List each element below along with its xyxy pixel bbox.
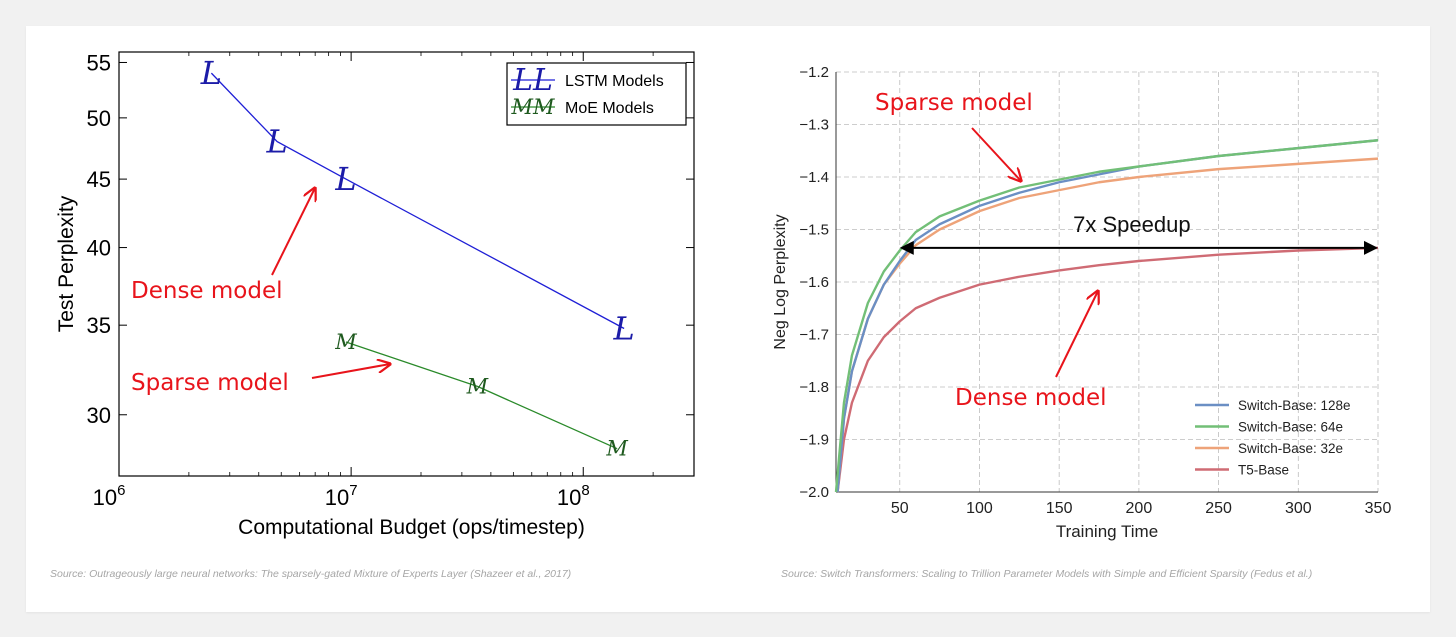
right-legend-label: Switch-Base: 128e: [1238, 398, 1351, 413]
left-data-marker: M: [466, 374, 489, 398]
left-dense-label: Dense model: [131, 278, 283, 304]
left-data-marker: M: [605, 437, 628, 461]
left-x-tick-label: 108: [557, 482, 590, 510]
right-y-tick-label: −1.8: [799, 379, 829, 396]
annotations: Dense model Sparse model Sparse model De…: [131, 90, 1107, 411]
left-legend-label: LSTM Models: [565, 73, 664, 90]
right-sparse-label: Sparse model: [875, 90, 1033, 116]
right-x-tick-label: 300: [1285, 500, 1312, 517]
left-dense-arrow: [271, 188, 315, 276]
right-y-tick-label: −1.5: [799, 222, 829, 239]
left-legend-label: MoE Models: [565, 100, 654, 117]
left-y-tick-label: 35: [87, 313, 111, 338]
left-data-marker: M: [334, 330, 357, 354]
right-x-tick-label: 50: [891, 500, 909, 517]
left-y-tick-label: 30: [87, 403, 111, 428]
right-y-tick-label: −1.9: [799, 432, 829, 449]
speedup-arrow-right-head: [1364, 240, 1378, 255]
right-legend-label: Switch-Base: 32e: [1238, 441, 1343, 456]
left-x-axis-label: Computational Budget (ops/timestep): [238, 516, 585, 539]
left-source-caption: Source: Outrageously large neural networ…: [50, 568, 572, 580]
speedup-label: 7x Speedup: [1073, 212, 1190, 237]
left-series-line: [345, 341, 618, 450]
left-legend-marker: MM: [510, 95, 555, 119]
right-y-tick-label: −1.7: [799, 327, 829, 344]
left-x-tick-label: 106: [93, 482, 126, 510]
left-y-tick-label: 50: [87, 106, 111, 131]
left-y-tick-label: 55: [87, 50, 111, 75]
left-y-axis-label: Test Perplexity: [55, 195, 78, 332]
left-data-marker: L: [200, 54, 222, 92]
speedup-arrow-left-head: [899, 240, 914, 255]
left-chart: 30 35 40 45 50 55 106 107 108 Computational Budge…: [55, 50, 695, 539]
left-plot-frame: [118, 51, 695, 477]
right-y-tick-label: −1.2: [799, 64, 829, 81]
right-series-line: [836, 246, 1379, 493]
right-x-axis-label: Training Time: [1056, 522, 1158, 541]
left-y-tick-label: 40: [87, 236, 111, 261]
right-chart: −2.0 −1.9 −1.8 −1.7 −1.6 −1.5 −1.4 −1.3 −1.2 50 10…: [772, 64, 1391, 541]
right-x-tick-label: 150: [1046, 500, 1073, 517]
left-sparse-arrow: [311, 364, 390, 379]
left-data-marker: L: [612, 310, 634, 348]
right-y-tick-label: −2.0: [799, 484, 829, 501]
right-y-tick-label: −1.6: [799, 274, 829, 291]
right-dense-arrow: [1055, 291, 1098, 378]
right-sparse-arrow: [971, 127, 1021, 181]
right-legend-label: Switch-Base: 64e: [1238, 420, 1343, 435]
right-y-axis-label: Neg Log Perplexity: [772, 214, 789, 349]
left-series-line: [210, 72, 625, 330]
right-source-caption: Source: Switch Transformers: Scaling to …: [781, 568, 1313, 580]
right-x-tick-label: 200: [1126, 500, 1153, 517]
left-data-marker: L: [334, 160, 356, 198]
left-legend-marker: LL: [512, 63, 553, 98]
left-data-marker: L: [266, 123, 288, 161]
right-dense-label: Dense model: [955, 385, 1107, 411]
right-x-tick-label: 350: [1365, 500, 1392, 517]
right-legend-label: T5-Base: [1238, 463, 1289, 478]
right-x-tick-label: 100: [966, 500, 993, 517]
left-x-tick-label: 107: [325, 482, 358, 510]
right-x-tick-label: 250: [1205, 500, 1232, 517]
left-y-tick-label: 45: [87, 167, 111, 192]
left-legend-box: [506, 62, 687, 126]
left-sparse-label: Sparse model: [131, 370, 289, 396]
right-y-tick-label: −1.3: [799, 117, 829, 134]
right-series-line: [834, 139, 1379, 493]
right-y-tick-label: −1.4: [799, 169, 829, 186]
